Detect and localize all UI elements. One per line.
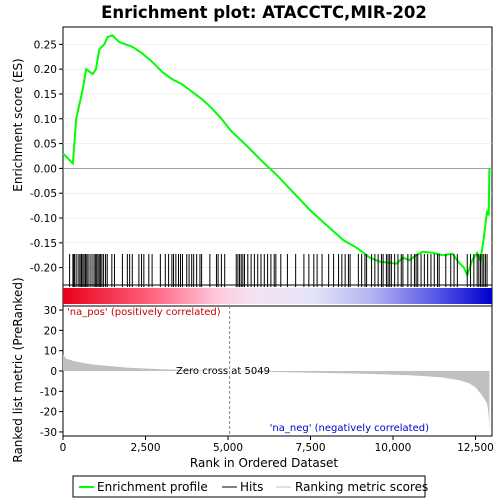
metric-xtick-label: 0 <box>60 442 67 454</box>
metric-panel: 30 20 10 0 -10 -20 -30 0 2,500 5,000 7,500 10,000 1… <box>11 277 494 470</box>
es-ytick-label: 0.00 <box>34 163 57 175</box>
es-ytick-label: -0.15 <box>30 238 57 250</box>
hits-rug <box>69 254 488 287</box>
metric-ytick-label: 30 <box>44 305 57 317</box>
es-ytick-label: 0.20 <box>34 64 57 76</box>
es-ytick-label: 0.05 <box>34 139 57 151</box>
pos-label: 'na_pos' (positively correlated) <box>67 307 221 318</box>
zero-cross-label: Zero cross at 5049 <box>176 366 270 377</box>
metric-xtick-label: 7,500 <box>295 442 325 454</box>
neg-label: 'na_neg' (negatively correlated) <box>270 423 429 434</box>
es-ytick-label: -0.10 <box>30 213 57 225</box>
legend: Enrichment profile Hits Ranking metric s… <box>72 475 428 498</box>
metric-xtick-label: 12,500 <box>457 442 494 454</box>
metric-ytick-label: 20 <box>44 325 57 337</box>
ranking-metric-area <box>63 354 490 432</box>
es-ytick-label: 0.10 <box>34 114 57 126</box>
legend-hits-label: Hits <box>240 480 263 494</box>
metric-ytick-label: -10 <box>40 386 57 398</box>
es-panel: 0.25 0.20 0.15 0.10 0.05 0.00 -0.05 -0.10 -0.15 -… <box>11 26 493 286</box>
chart-title: Enrichment plot: ATACCTC,MIR-202 <box>101 3 427 22</box>
es-ytick-label: -0.05 <box>30 188 57 200</box>
legend-enrichment-label: Enrichment profile <box>97 480 208 494</box>
metric-ytick-label: 0 <box>50 366 57 378</box>
metric-x-axis-label: Rank in Ordered Dataset <box>190 456 338 470</box>
metric-x-axis: 0 2,500 5,000 7,500 10,000 12,500 <box>60 436 494 454</box>
metric-xtick-label: 2,500 <box>130 442 160 454</box>
legend-metric-label: Ranking metric scores <box>295 480 428 494</box>
metric-ytick-label: -20 <box>40 407 57 419</box>
enrichment-profile-line <box>62 34 491 278</box>
metric-y-axis: 30 20 10 0 -10 -20 -30 <box>40 305 63 439</box>
metric-ytick-label: 10 <box>44 346 57 358</box>
rank-gradient-bar <box>63 288 492 304</box>
legend-frame <box>72 475 426 498</box>
es-y-axis: 0.25 0.20 0.15 0.10 0.05 0.00 -0.05 -0.10 -0.15 -… <box>30 39 63 275</box>
metric-xtick-label: 10,000 <box>375 442 412 454</box>
metric-y-axis-label: Ranked list metric (PreRanked) <box>11 277 25 462</box>
metric-ytick-label: -30 <box>40 427 57 439</box>
es-y-axis-label: Enrichment score (ES) <box>11 58 25 191</box>
metric-xtick-label: 5,000 <box>213 442 243 454</box>
es-panel-frame <box>62 26 493 286</box>
es-ytick-label: -0.20 <box>30 263 57 275</box>
es-ytick-label: 0.25 <box>34 39 57 51</box>
es-ytick-label: 0.15 <box>34 89 57 101</box>
